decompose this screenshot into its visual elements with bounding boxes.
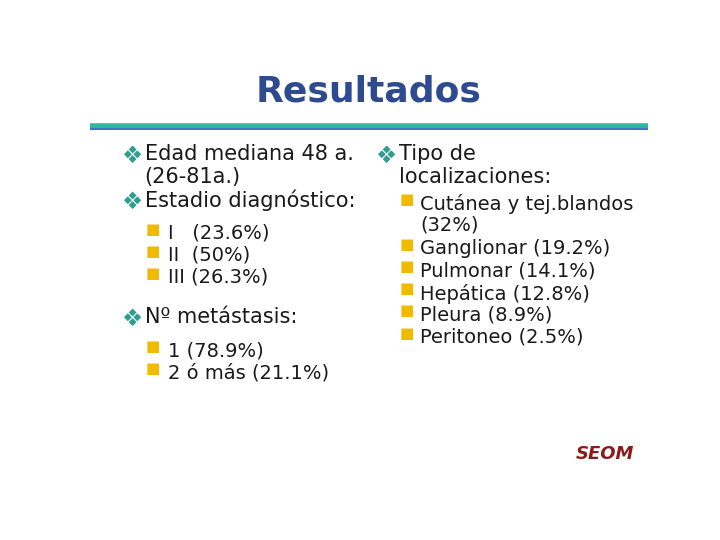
Text: Estadio diagnóstico:: Estadio diagnóstico: — [145, 190, 355, 211]
Text: 1 (78.9%): 1 (78.9%) — [168, 341, 264, 360]
Text: ■: ■ — [400, 281, 414, 296]
Text: Tipo de: Tipo de — [399, 144, 475, 164]
Text: ■: ■ — [400, 238, 414, 252]
Text: 2 ó más (21.1%): 2 ó más (21.1%) — [168, 363, 329, 382]
Text: ■: ■ — [400, 259, 414, 274]
Text: Peritoneo (2.5%): Peritoneo (2.5%) — [420, 328, 584, 347]
Text: Nº metástasis:: Nº metástasis: — [145, 307, 297, 327]
Text: ❖: ❖ — [121, 144, 142, 168]
Text: ■: ■ — [145, 339, 160, 354]
Text: (32%): (32%) — [420, 215, 479, 234]
Text: Ganglionar (19.2%): Ganglionar (19.2%) — [420, 239, 611, 259]
Text: ■: ■ — [145, 244, 160, 259]
Text: SEOM: SEOM — [576, 445, 634, 463]
Text: ❖: ❖ — [374, 144, 396, 168]
Text: ■: ■ — [145, 266, 160, 281]
Text: ■: ■ — [145, 221, 160, 237]
Text: Resultados: Resultados — [256, 75, 482, 109]
Text: III (26.3%): III (26.3%) — [168, 268, 269, 287]
Text: ■: ■ — [145, 361, 160, 376]
Text: Edad mediana 48 a.: Edad mediana 48 a. — [145, 144, 354, 164]
Text: Cutánea y tej.blandos: Cutánea y tej.blandos — [420, 194, 634, 214]
Text: ❖: ❖ — [121, 307, 142, 331]
Text: I   (23.6%): I (23.6%) — [168, 224, 269, 242]
Text: (26-81a.): (26-81a.) — [145, 167, 240, 187]
Text: Hepática (12.8%): Hepática (12.8%) — [420, 284, 590, 303]
Text: II  (50%): II (50%) — [168, 246, 251, 265]
Text: ■: ■ — [400, 192, 414, 207]
Text: ❖: ❖ — [121, 190, 142, 213]
Text: ■: ■ — [400, 326, 414, 341]
Text: ■: ■ — [400, 303, 414, 319]
Text: localizaciones:: localizaciones: — [399, 167, 551, 187]
Text: Pulmonar (14.1%): Pulmonar (14.1%) — [420, 261, 596, 280]
Text: Pleura (8.9%): Pleura (8.9%) — [420, 306, 553, 325]
